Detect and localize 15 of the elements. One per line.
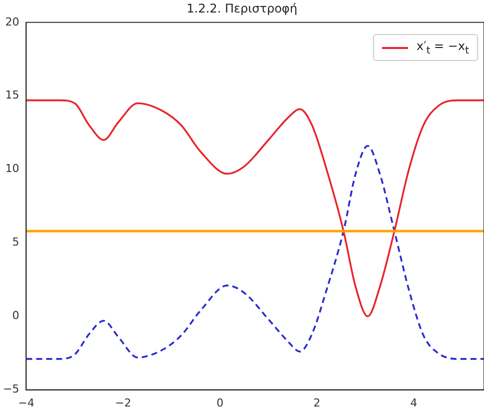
- line-series: [26, 99, 484, 318]
- y-tick-label: −5: [2, 382, 20, 396]
- chart-title: 1.2.2. Περιστροφή: [186, 1, 298, 16]
- legend-label: x′$_{t}$ = −x$_{t}$: [416, 39, 469, 56]
- y-tick-label: 20: [5, 15, 20, 28]
- x-tick-label: −2: [114, 396, 132, 410]
- line-series: [26, 144, 484, 360]
- x-tick-label: 4: [410, 396, 418, 410]
- x-tick-label: 0: [216, 396, 224, 410]
- y-tick-label: 5: [12, 236, 20, 249]
- x-tick-label: 2: [313, 396, 320, 410]
- y-tick-label: 0: [12, 309, 20, 322]
- y-tick-label: 10: [5, 162, 20, 176]
- x-tick-label: −4: [18, 396, 34, 410]
- y-tick-label: 15: [5, 88, 20, 102]
